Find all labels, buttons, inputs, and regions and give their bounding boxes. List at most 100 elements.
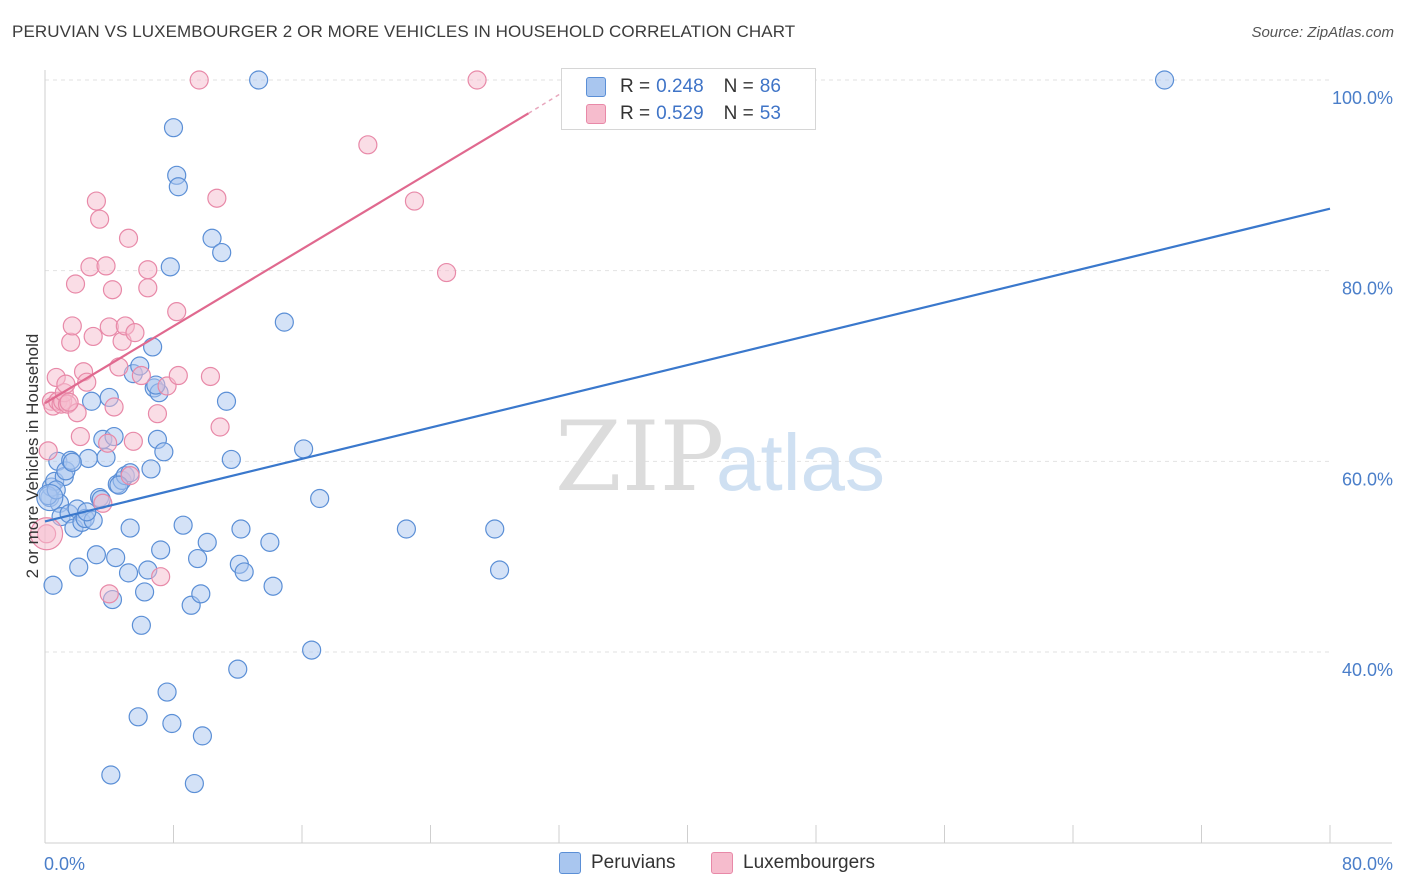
data-point-peruvians-68: [302, 640, 322, 660]
legend-item-luxembourgers[interactable]: Luxembourgers: [711, 852, 875, 874]
data-point-luxembourgers-23: [96, 256, 116, 276]
data-point-luxembourgers-13: [65, 274, 86, 294]
r-label: R =: [620, 76, 651, 97]
data-point-luxembourgers-52: [98, 433, 118, 453]
data-point-luxembourgers-31: [120, 466, 140, 486]
data-point-luxembourgers-30: [118, 228, 139, 248]
data-point-luxembourgers-25: [102, 280, 123, 300]
data-point-luxembourgers-21: [90, 209, 110, 229]
data-point-peruvians-17: [81, 391, 102, 411]
data-point-luxembourgers-35: [138, 278, 158, 298]
data-point-luxembourgers-40: [167, 302, 187, 322]
data-point-luxembourgers-50: [99, 584, 119, 604]
data-point-luxembourgers-42: [189, 70, 209, 90]
data-point-peruvians-47: [168, 177, 188, 197]
data-point-luxembourgers-18: [80, 257, 100, 277]
data-point-peruvians-56: [212, 242, 232, 263]
data-point-peruvians-40: [151, 540, 171, 560]
data-point-peruvians-2: [43, 575, 63, 595]
data-point-peruvians-43: [160, 257, 180, 277]
data-point-luxembourgers-49: [467, 70, 487, 90]
data-point-luxembourgers-51: [59, 392, 79, 412]
data-point-peruvians-33: [128, 707, 148, 727]
data-point-peruvians-31: [118, 563, 139, 583]
legend-label-luxembourgers: Luxembourgers: [743, 852, 876, 873]
data-point-peruvians-37: [141, 459, 161, 479]
data-point-luxembourgers-17: [77, 372, 97, 392]
chart-title: PERUVIAN VS LUXEMBOURGER 2 OR MORE VEHIC…: [12, 22, 796, 41]
series-legend: Peruvians Luxembourgers: [0, 852, 1406, 878]
data-point-luxembourgers-11: [61, 332, 81, 352]
data-point-peruvians-58: [221, 449, 241, 470]
data-point-luxembourgers-43: [200, 366, 221, 387]
data-point-peruvians-64: [260, 532, 280, 552]
data-point-peruvians-19: [86, 545, 107, 565]
data-point-luxembourgers-48: [436, 262, 457, 283]
luxembourgers-swatch: [711, 852, 733, 874]
data-point-peruvians-26: [106, 548, 126, 568]
y-tick-label: 40.0%: [1342, 660, 1393, 680]
data-point-peruvians-52: [191, 584, 211, 604]
data-point-peruvians-55: [202, 228, 222, 248]
data-point-luxembourgers-45: [210, 417, 230, 437]
r-value: 0.248: [656, 76, 704, 97]
watermark-zip: ZIP: [555, 401, 724, 513]
luxembourgers-swatch: [586, 104, 606, 124]
data-point-luxembourgers-37: [147, 404, 168, 424]
r-value: 0.529: [656, 103, 704, 124]
data-point-peruvians-30: [120, 518, 140, 538]
trend-line-peruvians: [44, 207, 1331, 523]
data-point-peruvians-66: [274, 312, 294, 332]
data-point-luxembourgers-33: [125, 323, 145, 343]
data-point-peruvians-51: [187, 548, 208, 569]
legend-item-peruvians[interactable]: Peruvians: [559, 852, 676, 874]
watermark: ZIP atlas: [555, 401, 885, 513]
peruvians-points: [36, 70, 1175, 794]
data-point-peruvians-13: [69, 557, 89, 577]
data-point-peruvians-35: [134, 582, 155, 602]
peruvians-swatch: [559, 852, 581, 874]
legend-row-luxembourgers: R = 0.529 N = 53: [586, 101, 781, 127]
source-label: Source: ZipAtlas.com: [1251, 24, 1394, 41]
data-point-peruvians-62: [234, 562, 254, 582]
n-label: N =: [723, 76, 754, 97]
data-point-peruvians-41: [154, 442, 174, 462]
trend-lines: [44, 84, 1331, 523]
data-point-luxembourgers-cluster: [30, 517, 64, 551]
data-point-peruvians-71: [485, 519, 505, 539]
data-point-peruvians-45: [163, 118, 184, 138]
data-point-luxembourgers-19: [83, 326, 103, 347]
data-point-luxembourgers-38: [151, 567, 171, 587]
data-point-luxembourgers-27: [109, 357, 129, 377]
data-point-peruvians-69: [310, 488, 330, 509]
data-point-luxembourgers-36: [138, 260, 158, 280]
n-value: 53: [759, 103, 781, 124]
data-point-peruvians-48: [173, 515, 193, 535]
data-point-peruvians-50: [184, 773, 204, 794]
r-label: R =: [620, 103, 651, 124]
n-label: N =: [723, 103, 754, 124]
data-point-luxembourgers-34: [131, 365, 151, 386]
luxembourgers-points: [30, 70, 487, 604]
data-point-peruvians-73: [1154, 70, 1175, 90]
data-point-luxembourgers-20: [86, 191, 107, 211]
data-point-peruvians-67: [294, 439, 314, 459]
data-point-peruvians-61: [231, 519, 251, 539]
data-point-luxembourgers-44: [207, 188, 227, 208]
data-point-peruvians-79: [62, 452, 82, 472]
watermark-atlas: atlas: [716, 418, 885, 507]
y-tick-label: 80.0%: [1342, 279, 1393, 299]
stats-legend: R = 0.248 N = 86 R = 0.529 N = 53: [561, 68, 816, 130]
data-point-luxembourgers-1: [38, 441, 58, 461]
data-point-peruvians-54: [197, 532, 217, 552]
data-point-luxembourgers-24: [99, 317, 119, 337]
legend-row-peruvians: R = 0.248 N = 86: [586, 74, 781, 100]
data-point-peruvians-42: [157, 682, 177, 702]
data-point-peruvians-59: [228, 659, 248, 679]
data-point-peruvians-70: [396, 519, 417, 539]
x-tick-label-max: 80.0%: [1342, 854, 1393, 874]
data-point-peruvians-16: [78, 448, 98, 469]
trend-line-luxembourgers: [44, 112, 530, 405]
data-point-peruvians-cluster: [36, 483, 64, 512]
